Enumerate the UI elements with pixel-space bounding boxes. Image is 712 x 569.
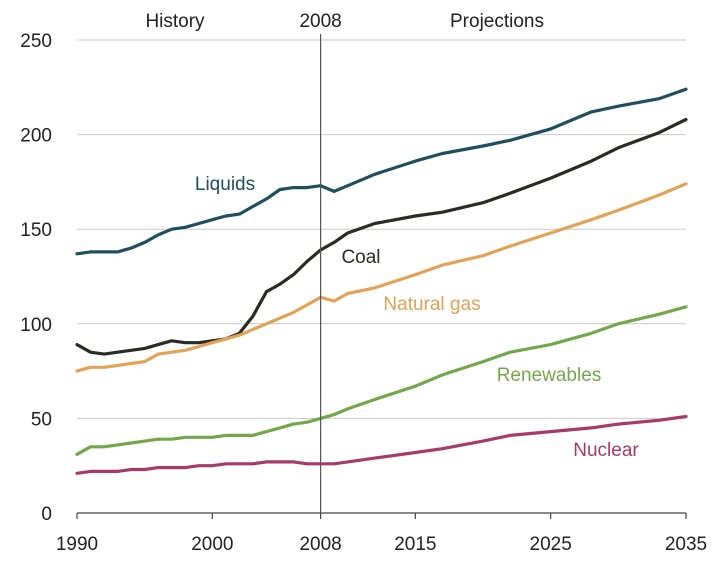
x-tick-label-2035: 2035 <box>665 534 707 555</box>
series-line-renewables <box>75 305 688 456</box>
series-label-renewables: Renewables <box>497 365 602 386</box>
series-line-nuclear <box>75 414 688 475</box>
y-tick-label-100: 100 <box>20 315 52 336</box>
projections-label: Projections <box>450 11 544 32</box>
series-line-coal <box>75 117 688 356</box>
x-tick-label-2000: 2000 <box>191 534 233 555</box>
axes: 0 50 100 150 200 250 1990 2000 2008 2015 2025 2035 <box>20 31 707 555</box>
x-tick-label-1990: 1990 <box>56 534 98 555</box>
series-label-coal: Coal <box>341 247 380 268</box>
series-label-nuclear: Nuclear <box>573 440 639 461</box>
history-label: History <box>145 11 205 32</box>
divider-label: 2008 <box>299 11 341 32</box>
series-lines <box>75 87 688 475</box>
x-tick-label-2015: 2015 <box>394 534 436 555</box>
y-tick-label-0: 0 <box>41 504 52 525</box>
series-line-liquids <box>75 87 688 256</box>
series-labels: Liquids Coal Natural gas Renewables Nuclear <box>195 174 640 461</box>
y-tick-label-150: 150 <box>20 220 52 241</box>
series-label-liquids: Liquids <box>195 174 255 195</box>
y-tick-label-200: 200 <box>20 126 52 147</box>
x-tick-label-2025: 2025 <box>530 534 572 555</box>
y-tick-label-250: 250 <box>20 31 52 52</box>
series-label-natural-gas: Natural gas <box>383 294 480 315</box>
period-labels: 2008 History Projections <box>145 11 544 513</box>
y-tick-label-50: 50 <box>31 409 52 430</box>
x-tick-label-2008: 2008 <box>299 534 341 555</box>
series-line-natural-gas <box>75 182 688 373</box>
